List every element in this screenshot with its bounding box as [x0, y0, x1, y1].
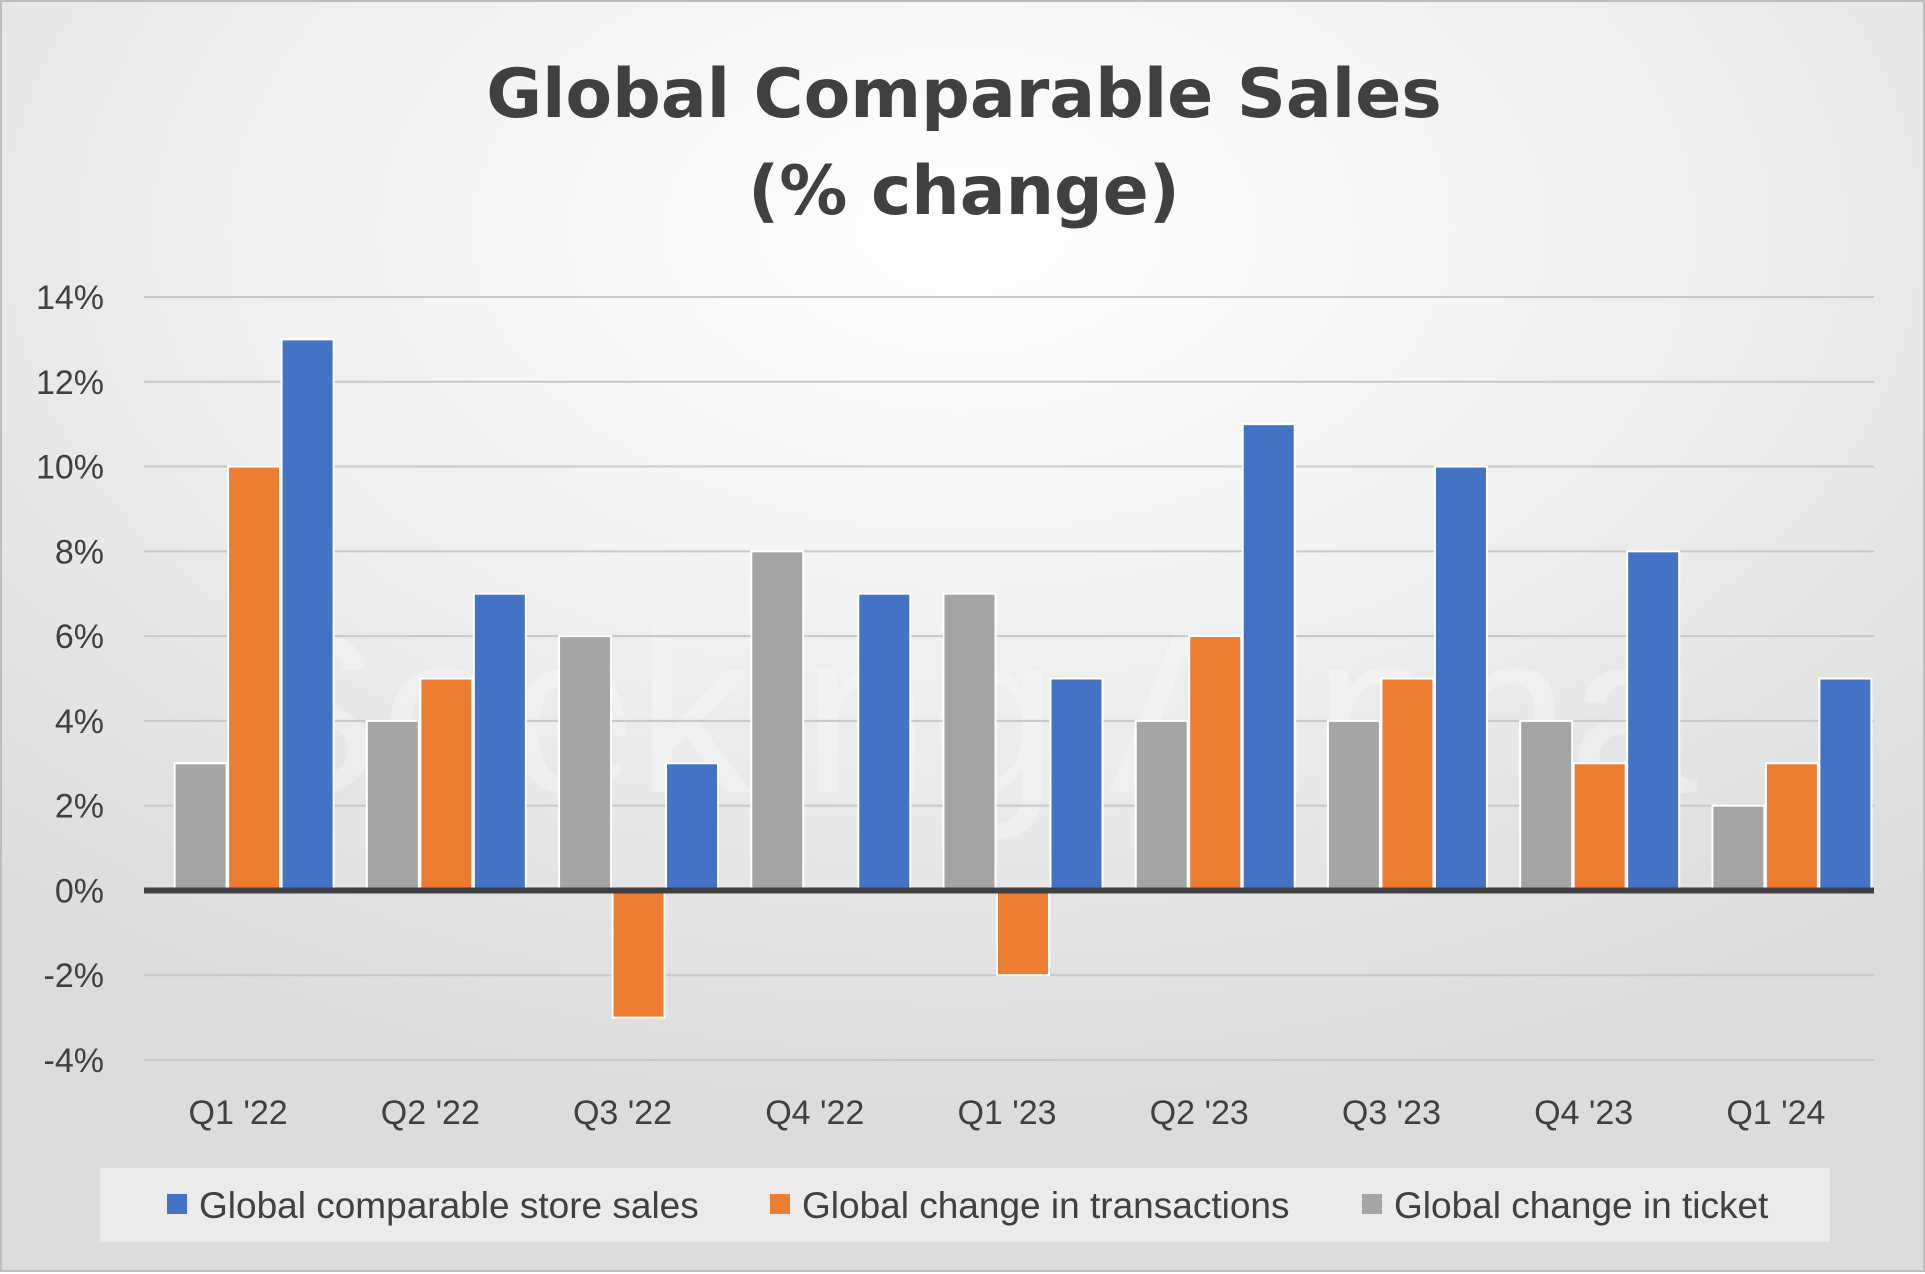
legend-swatch — [167, 1194, 187, 1214]
bar — [1134, 719, 1189, 892]
chart-title-line: Global Comparable Sales — [486, 55, 1441, 134]
y-tick-label: 14% — [36, 279, 104, 317]
bar — [173, 762, 228, 892]
y-tick-label: 12% — [36, 364, 104, 402]
bar — [1326, 719, 1381, 892]
x-tick-label: Q3 '23 — [1342, 1094, 1441, 1132]
bar — [996, 889, 1050, 977]
x-tick-label: Q2 '22 — [381, 1094, 480, 1132]
legend-swatch — [770, 1194, 790, 1214]
legend-box — [100, 1168, 1830, 1242]
y-tick-label: 4% — [55, 703, 104, 741]
y-tick-label: -4% — [44, 1042, 104, 1080]
bars — [173, 338, 1873, 1019]
bar — [1188, 635, 1243, 892]
axes: -4% -2% 0% 2% 4% 6% 8% 10% 12% 14% Q1 '22 Q2 '22 Q3 … — [36, 279, 1874, 1132]
bar — [1433, 465, 1488, 892]
x-tick-label: Q1 '24 — [1726, 1094, 1825, 1132]
bar — [1626, 550, 1681, 892]
y-tick-label: -2% — [44, 957, 104, 995]
bar — [1380, 677, 1435, 892]
legend-label: Global change in ticket — [1394, 1185, 1769, 1226]
x-tick-label: Q3 '22 — [573, 1094, 672, 1132]
chart-subtitle-line: (% change) — [748, 152, 1180, 231]
bar — [558, 635, 613, 892]
bar — [1711, 804, 1766, 892]
bar — [419, 677, 474, 892]
bar — [857, 592, 912, 892]
bar — [750, 550, 805, 892]
bar — [227, 465, 282, 892]
y-tick-label: 10% — [36, 449, 104, 487]
bar — [1818, 677, 1873, 892]
bar — [365, 719, 420, 892]
bar — [1241, 423, 1296, 892]
x-tick-label: Q1 '23 — [957, 1094, 1056, 1132]
y-tick-label: 2% — [55, 788, 104, 826]
bar — [611, 889, 666, 1019]
bar — [665, 762, 720, 892]
y-tick-label: 0% — [55, 872, 104, 910]
y-tick-label: 6% — [55, 618, 104, 656]
bar — [1049, 677, 1104, 892]
x-tick-label: Q4 '22 — [765, 1094, 864, 1132]
y-tick-label: 8% — [55, 533, 104, 571]
legend: Global comparable store sales Global chan… — [100, 1168, 1830, 1242]
bar — [1519, 719, 1574, 892]
x-tick-label: Q1 '22 — [189, 1094, 288, 1132]
x-tick-label: Q4 '23 — [1534, 1094, 1633, 1132]
bar — [1764, 762, 1819, 892]
chart-title: Global Comparable Sales (% change) — [486, 55, 1441, 231]
legend-swatch — [1362, 1194, 1382, 1214]
bar — [1572, 762, 1627, 892]
legend-label: Global change in transactions — [802, 1185, 1289, 1226]
bar — [472, 592, 527, 892]
x-tick-label: Q2 '23 — [1150, 1094, 1249, 1132]
legend-label: Global comparable store sales — [199, 1185, 699, 1226]
bar — [280, 338, 335, 892]
bar — [942, 592, 997, 892]
